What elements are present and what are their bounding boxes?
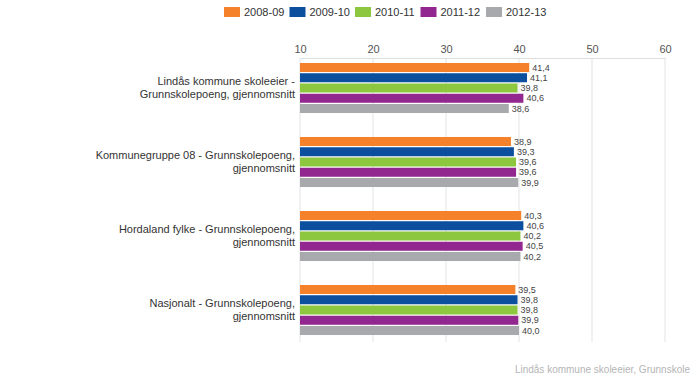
tick: 20 (367, 43, 379, 58)
bar (300, 63, 529, 72)
legend-swatch (421, 7, 437, 17)
data-label: 39,8 (521, 305, 539, 315)
category-label: Kommunegruppe 08 - Grunnskolepoeng,gjenn… (96, 149, 295, 174)
grid (300, 58, 665, 342)
bar (300, 252, 520, 261)
bar (300, 104, 509, 113)
data-label: 40,0 (522, 326, 540, 336)
tick-label: 20 (367, 43, 379, 55)
grid-line (592, 58, 593, 342)
category-label: Nasjonalt - Grunnskolepoeng,gjennomsnitt (149, 297, 295, 322)
legend-label: 2009-10 (310, 6, 350, 18)
tick: 50 (586, 43, 598, 58)
tick-label: 40 (513, 43, 525, 55)
bar (300, 211, 521, 220)
bar (300, 231, 520, 240)
bars (300, 63, 529, 335)
bar (300, 221, 523, 230)
data-label: 39,8 (521, 83, 539, 93)
data-label: 39,5 (518, 285, 536, 295)
legend: 2008-09 2009-10 2010-11 2011-12 2012-13 (224, 6, 546, 18)
bar (300, 242, 523, 251)
legend-label: 2008-09 (244, 6, 284, 18)
chart: 10203040506041,441,139,840,638,638,939,3… (0, 0, 695, 378)
tick: 10 (294, 43, 306, 58)
category-label: Lindås kommune skoleeier -Grunnskolepoen… (140, 75, 296, 100)
x-axis: 10 20 30 40 50 60 (294, 43, 671, 59)
data-label: 40,5 (526, 241, 544, 251)
bar (300, 147, 514, 156)
data-label: 39,3 (517, 147, 535, 157)
data-label: 39,9 (521, 178, 539, 188)
data-label: 39,6 (519, 167, 537, 177)
bar (300, 137, 511, 146)
data-label: 41,4 (532, 63, 550, 73)
data-label: 40,6 (526, 221, 544, 231)
data-labels: 41,441,139,840,638,638,939,339,639,639,9… (512, 63, 550, 336)
data-label: 40,2 (523, 231, 541, 241)
legend-swatch (290, 7, 306, 17)
data-label: 40,6 (526, 93, 544, 103)
tick: 30 (440, 43, 452, 58)
data-label: 39,8 (521, 295, 539, 305)
legend-label: 2012-13 (506, 6, 546, 18)
bar (300, 285, 515, 294)
category-labels: Lindås kommune skoleeier -Grunnskolepoen… (96, 75, 296, 322)
bar (300, 326, 519, 335)
tick-label: 50 (586, 43, 598, 55)
bar (300, 178, 518, 187)
data-label: 40,2 (523, 252, 541, 262)
bar (300, 73, 527, 82)
tick-label: 10 (294, 43, 306, 55)
data-label: 39,9 (521, 315, 539, 325)
bar (300, 295, 518, 304)
legend-swatch (355, 7, 371, 17)
tick-label: 60 (659, 43, 671, 55)
tick: 60 (659, 43, 671, 58)
axis-line (301, 58, 666, 59)
bar (300, 94, 523, 103)
tick: 40 (513, 43, 525, 58)
bar (300, 305, 518, 314)
bar (300, 157, 516, 166)
data-label: 40,3 (524, 211, 542, 221)
grid-line (665, 58, 666, 342)
legend-swatch (486, 7, 502, 17)
annotation: Lindås kommune skoleeier, Grunnskole (515, 364, 691, 375)
data-label: 38,6 (512, 104, 530, 114)
bar (300, 168, 516, 177)
legend-label: 2010-11 (375, 6, 415, 18)
legend-label: 2011-12 (441, 6, 481, 18)
bar (300, 316, 518, 325)
bar (300, 83, 518, 92)
data-label: 39,6 (519, 157, 537, 167)
tick-label: 30 (440, 43, 452, 55)
data-label: 41,1 (530, 73, 548, 83)
legend-swatch (224, 7, 240, 17)
category-label: Hordaland fylke - Grunnskolepoeng,gjenno… (119, 223, 295, 248)
data-label: 38,9 (514, 137, 532, 147)
